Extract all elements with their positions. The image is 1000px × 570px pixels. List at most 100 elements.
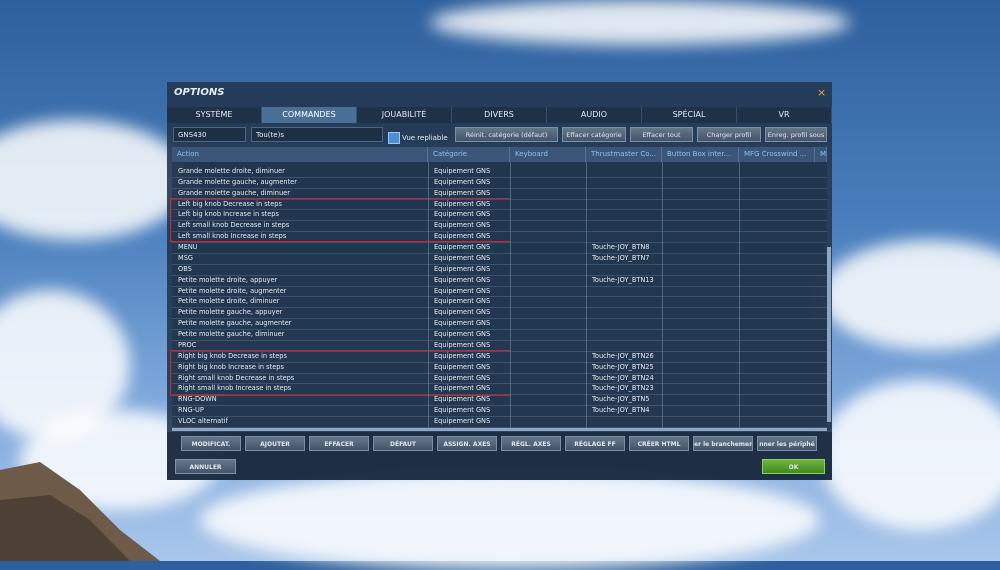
category-cell[interactable]: Equipement GNS: [434, 406, 491, 415]
category-cell[interactable]: Equipement GNS: [434, 232, 491, 241]
action-cell[interactable]: Right small knob Decrease in steps: [178, 373, 295, 382]
action-cell[interactable]: Left big knob Increase in steps: [178, 210, 279, 219]
dropdown[interactable]: Tou(te)s: [251, 127, 383, 142]
binding-cell[interactable]: Touche-JOY_BTN13: [592, 275, 654, 284]
tab[interactable]: SYSTÈME: [167, 107, 262, 123]
action-button[interactable]: EFFACER: [309, 436, 369, 451]
tab[interactable]: JOUABILITÉ: [357, 107, 452, 123]
category-cell[interactable]: Equipement GNS: [434, 319, 491, 328]
action-cell[interactable]: Left small knob Increase in steps: [178, 232, 287, 241]
action-button[interactable]: RÉGLAGE FF: [565, 436, 625, 451]
action-cell[interactable]: Right big knob Increase in steps: [178, 362, 284, 371]
binding-cell[interactable]: Touche-JOY_BTN23: [592, 384, 654, 393]
category-cell[interactable]: Equipement GNS: [434, 221, 491, 230]
action-cell[interactable]: Petite molette droite, appuyer: [178, 275, 278, 284]
category-cell[interactable]: Equipement GNS: [434, 177, 491, 186]
category-cell[interactable]: Equipement GNS: [434, 199, 491, 208]
toolbar-button[interactable]: Effacer tout: [630, 127, 693, 142]
action-button[interactable]: er le branchement: [693, 436, 753, 451]
action-cell[interactable]: Petite molette gauche, augmenter: [178, 319, 292, 328]
action-cell[interactable]: Petite molette droite, augmenter: [178, 286, 287, 295]
toolbar-button[interactable]: Effacer catégorie: [562, 127, 626, 142]
dialog-title: OPTIONS: [174, 87, 225, 98]
action-cell[interactable]: RNG-UP: [178, 406, 204, 415]
action-cell[interactable]: Petite molette droite, diminuer: [178, 297, 280, 306]
category-cell[interactable]: Equipement GNS: [434, 264, 491, 273]
binding-cell[interactable]: Touche-JOY_BTN8: [592, 243, 650, 252]
ok-button[interactable]: OK: [762, 459, 825, 474]
category-cell[interactable]: Equipement GNS: [434, 275, 491, 284]
toolbar-button[interactable]: Réinit. catégorie (défaut): [455, 127, 558, 142]
action-cell[interactable]: Petite molette gauche, appuyer: [178, 308, 283, 317]
row-separator: [172, 231, 827, 233]
action-cell[interactable]: OBS: [178, 264, 192, 273]
binding-cell[interactable]: Touche-JOY_BTN26: [592, 351, 654, 360]
action-cell[interactable]: Grande molette droite, diminuer: [178, 167, 285, 175]
action-cell[interactable]: MENU: [178, 243, 198, 252]
action-cell[interactable]: Grande molette gauche, diminuer: [178, 188, 290, 197]
action-cell[interactable]: Petite molette gauche, diminuer: [178, 330, 285, 339]
category-cell[interactable]: Equipement GNS: [434, 384, 491, 393]
cancel-button[interactable]: ANNULER: [175, 459, 236, 474]
tab[interactable]: DIVERS: [452, 107, 547, 123]
category-cell[interactable]: Equipement GNS: [434, 297, 491, 306]
cloud: [200, 470, 820, 570]
action-cell[interactable]: Left small knob Decrease in steps: [178, 221, 290, 230]
category-cell[interactable]: Equipement GNS: [434, 417, 491, 425]
category-cell[interactable]: Equipement GNS: [434, 188, 491, 197]
category-cell[interactable]: Equipement GNS: [434, 286, 491, 295]
binding-cell[interactable]: Touche-JOY_BTN5: [592, 395, 650, 404]
category-cell[interactable]: Equipement GNS: [434, 395, 491, 404]
category-cell[interactable]: Equipement GNS: [434, 243, 491, 252]
tab[interactable]: COMMANDES: [262, 107, 357, 123]
action-cell[interactable]: Right small knob Increase in steps: [178, 384, 292, 393]
action-button[interactable]: ASSIGN. AXES: [437, 436, 497, 451]
category-cell[interactable]: Equipement GNS: [434, 351, 491, 360]
dropdown[interactable]: GNS430: [173, 127, 246, 142]
vertical-scrollbar[interactable]: [827, 147, 831, 430]
category-cell[interactable]: Equipement GNS: [434, 167, 491, 175]
binding-cell[interactable]: Touche-JOY_BTN24: [592, 373, 654, 382]
category-cell[interactable]: Equipement GNS: [434, 210, 491, 219]
action-cell[interactable]: Left big knob Decrease in steps: [178, 199, 282, 208]
binding-cell[interactable]: Touche-JOY_BTN4: [592, 406, 650, 415]
category-cell[interactable]: Equipement GNS: [434, 340, 491, 349]
action-cell[interactable]: MSG: [178, 253, 193, 262]
action-button[interactable]: AJOUTER: [245, 436, 305, 451]
column-header[interactable]: Thrustmaster Co...: [586, 147, 662, 162]
category-cell[interactable]: Equipement GNS: [434, 362, 491, 371]
row-separator: [172, 242, 827, 244]
tab[interactable]: VR: [737, 107, 832, 123]
action-cell[interactable]: Grande molette gauche, augmenter: [178, 177, 297, 186]
category-cell[interactable]: Equipement GNS: [434, 373, 491, 382]
close-button[interactable]: ×: [817, 86, 827, 99]
action-cell[interactable]: Right big knob Decrease in steps: [178, 351, 287, 360]
action-button[interactable]: DÉFAUT: [373, 436, 433, 451]
column-header[interactable]: MFG Crosswind ...: [739, 147, 815, 162]
category-cell[interactable]: Equipement GNS: [434, 330, 491, 339]
action-button[interactable]: RÉGL. AXES: [501, 436, 561, 451]
toolbar-button[interactable]: Charger profil: [697, 127, 761, 142]
horizontal-scrollbar[interactable]: [172, 428, 827, 431]
action-cell[interactable]: PROC: [178, 340, 197, 349]
binding-cell[interactable]: Touche-JOY_BTN25: [592, 362, 654, 371]
toolbar-button[interactable]: Enreg. profil sous: [765, 127, 827, 142]
action-cell[interactable]: VLOC alternatif: [178, 417, 228, 425]
action-button[interactable]: MODIFICAT.: [181, 436, 241, 451]
category-cell[interactable]: Equipement GNS: [434, 308, 491, 317]
tab[interactable]: AUDIO: [547, 107, 642, 123]
column-header[interactable]: M: [815, 147, 827, 162]
tab[interactable]: SPÉCIAL: [642, 107, 737, 123]
binding-cell[interactable]: Touche-JOY_BTN7: [592, 253, 650, 262]
action-button[interactable]: CRÉER HTML: [629, 436, 689, 451]
action-button[interactable]: nner les périphé: [757, 436, 817, 451]
column-header[interactable]: Action: [172, 147, 428, 162]
column-header[interactable]: Catégorie: [428, 147, 510, 162]
category-cell[interactable]: Equipement GNS: [434, 253, 491, 262]
action-cell[interactable]: RNG-DOWN: [178, 395, 217, 404]
column-header[interactable]: Keyboard: [510, 147, 586, 162]
checkbox[interactable]: [388, 132, 400, 144]
column-header[interactable]: Button Box inter...: [662, 147, 739, 162]
row-separator: [172, 329, 827, 331]
